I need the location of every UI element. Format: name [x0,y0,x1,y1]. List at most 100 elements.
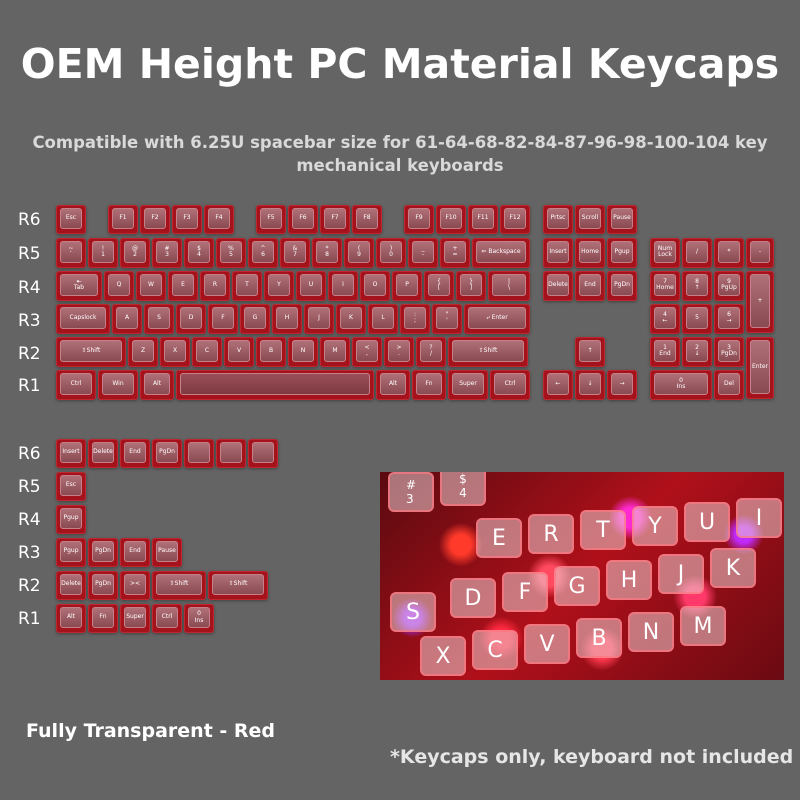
extra-row-label-r1: R1 [18,609,41,629]
extra-keycap-r1: Super [120,604,150,633]
keycap-legend: R [204,274,226,296]
keycap-r2: N [288,337,318,367]
keycap-r5: + = [440,238,470,268]
keycap-legend: G [244,307,266,329]
keycap-legend: H [276,307,298,329]
keycap-r2: ? / [416,337,446,367]
keycap-legend: # 3 [156,241,178,263]
keycap-legend: I [332,274,354,296]
photo-keycap: S [390,592,436,632]
keycap-r5: Pgup [607,238,637,268]
keycap-legend: ? / [420,340,442,362]
keycap-legend: Super [124,607,146,628]
keycap-r4: } ] [456,271,486,301]
keycap-r4: End [575,271,605,301]
keycap-r5: Insert [543,238,573,268]
keycap-r3: ⤶ Enter [464,304,530,334]
keycap-legend: F [212,307,234,329]
photo-keycap: D [450,578,496,618]
keycap-r6: F7 [320,205,350,234]
keycap-legend: + [750,274,770,328]
keycap-r6: F8 [352,205,382,234]
keycap-legend: ↑ [579,340,601,362]
keycap-legend: 2 ↓ [686,340,708,362]
extra-keycap-r2: ⇧Shift [152,571,206,600]
keycap-legend: W [140,274,162,296]
extra-row-label-r3: R3 [18,543,41,563]
keycap-legend: PgDn [92,574,114,595]
keycap-legend [220,442,242,463]
keycap-r6: F3 [172,205,202,234]
keycap-legend: ← [547,373,569,395]
keycap-legend: Num Lock [654,241,676,263]
keycap-r2: < , [352,337,382,367]
keycap-r1: Alt [376,370,410,400]
keycap-r4: T [232,271,262,301]
keycap-r3: L [368,304,398,334]
keycap-r1: Del [714,370,744,400]
keycap-legend: L [372,307,394,329]
keycap-r4: ⇤ Tab [56,271,102,301]
keycap-legend: End [124,442,146,463]
keycap-legend: < , [356,340,378,362]
extra-row-label-r4: R4 [18,510,41,530]
keycap-legend: Pgup [60,541,82,562]
keycap-legend: PgDn [92,541,114,562]
keycap-r4: { [ [424,271,454,301]
keycap-r4: Y [264,271,294,301]
keycap-legend: ) 0 [380,241,402,263]
extra-keycap-r1: Ctrl [152,604,182,633]
keycap-legend: Pgup [60,508,82,529]
keycap-legend: M [324,340,346,362]
keycap-legend: $ 4 [188,241,210,263]
keycap-legend [188,442,210,463]
keycap-r6: F6 [288,205,318,234]
photo-keycap: G [554,566,600,606]
keycap-legend: F7 [324,208,346,229]
keycap-r2: 2 ↓ [682,337,712,367]
keycap-legend: Enter [750,340,770,394]
keycap-r5: ( 9 [344,238,374,268]
keycap-r2: ⇧Shift [56,337,126,367]
keycap-legend: ⇧Shift [60,340,122,362]
keycap-r5: - [746,238,774,268]
keycap-legend: Win [102,373,134,395]
keycap-legend: @ 2 [124,241,146,263]
keycap-r3: H [272,304,302,334]
keycap-legend: Esc [60,208,82,229]
keycap-legend: F3 [176,208,198,229]
keycap-legend: Ctrl [494,373,526,395]
keycap-legend: F11 [472,208,494,229]
keycap-legend: Delete [60,574,82,595]
compatibility-subtitle: Compatible with 6.25U spacebar size for … [32,133,768,175]
keycap-legend: F2 [144,208,166,229]
keycap-legend: Ctrl [60,373,92,395]
disclaimer-note: *Keycaps only, keyboard not included [390,746,794,768]
keycap-legend: A [116,307,138,329]
extra-row-label-r5: R5 [18,477,41,497]
keycap-r6: Prtsc [543,205,573,234]
keycap-legend: Alt [380,373,406,395]
keycap-legend: End [579,274,601,296]
keycap-r5: / [682,238,712,268]
keycap-legend: N [292,340,314,362]
keycap-r6: F2 [140,205,170,234]
keycap-legend: { [ [428,274,450,296]
keycap-legend: ↓ [579,373,601,395]
keycap-r5: * 8 [312,238,342,268]
extra-keycap-r2: ⇧Shift [208,571,268,600]
keycap-legend [252,442,274,463]
keycap-legend: ⤶ Enter [468,307,526,329]
extra-keycap-r3: PgDn [88,538,118,567]
extra-keycap-r4: Pgup [56,505,86,534]
extra-keycap-r6 [184,439,214,468]
extra-keycap-r1: 0 Ins [184,604,214,633]
keycap-r4: P [392,271,422,301]
keycap-r5: @ 2 [120,238,150,268]
keycap-r1: Ctrl [490,370,530,400]
extra-keycap-r6 [216,439,246,468]
keycap-r4: PgDn [607,271,637,301]
keycap-legend: F6 [292,208,314,229]
photo-keycap: R [528,514,574,554]
